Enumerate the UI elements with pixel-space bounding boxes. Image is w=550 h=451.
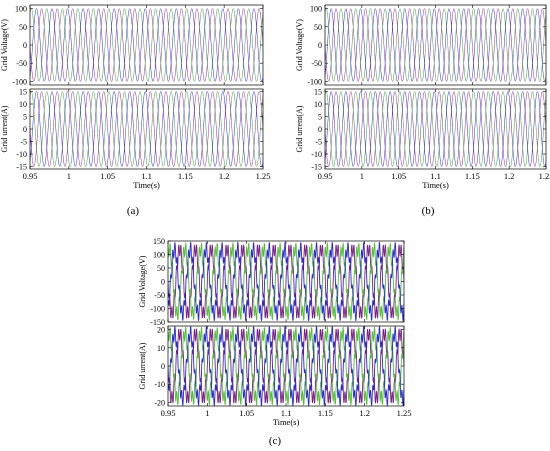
y-tick-label: 15 — [314, 88, 322, 97]
x-tick-label: 1.15 — [465, 171, 480, 181]
y-tick-label: -10 — [16, 150, 27, 159]
x-axis-label: Time(s) — [273, 417, 300, 427]
y-axis-label: Grid Voltage(V) — [295, 19, 304, 71]
y-tick-label: 50 — [19, 23, 27, 32]
x-tick-label: 0.95 — [318, 171, 333, 181]
y-tick-label: 15 — [19, 88, 27, 97]
x-tick-label: 0.95 — [23, 171, 38, 181]
series-phase-3 — [30, 91, 263, 167]
y-tick-label: 100 — [310, 5, 322, 14]
y-tick-label: 5 — [23, 113, 27, 122]
y-tick-label: 10 — [19, 100, 27, 109]
y-tick-label: -15 — [16, 163, 27, 172]
series-phase-2 — [30, 91, 263, 167]
caption-b: (b) — [422, 205, 435, 217]
x-tick-label: 1.2 — [504, 171, 515, 181]
y-tick-label: 100 — [153, 251, 165, 260]
chart-c-voltage: -150 -100 -50 0 50 100 150 Grid Voltage(V) — [138, 237, 405, 327]
series-phase-1 — [168, 328, 404, 404]
x-tick-label: 1 — [360, 171, 364, 181]
series-phase-2 — [30, 8, 263, 82]
chart-b-current: -15 -10 -5 0 5 10 15 0.95 1 1.05 1.1 1.15 1.2 1.25 Gri… — [295, 88, 550, 191]
y-tick-label: 100 — [15, 5, 27, 14]
y-tick-label: -100 — [307, 77, 322, 86]
x-tick-label: 1.1 — [430, 171, 441, 181]
y-tick-label: -20 — [154, 398, 165, 407]
y-axis-label: Grid Voltage(V) — [138, 255, 147, 307]
x-tick-label: 1.15 — [178, 171, 193, 181]
y-tick-label: 0 — [23, 41, 27, 50]
chart-a-current: -15 -10 -5 0 5 10 15 0.95 1 1.05 1.1 1.15 1.2 1.25 Gri… — [0, 88, 270, 191]
y-axis-label: Grid urrent(A) — [0, 105, 9, 152]
series-phase-2 — [168, 241, 404, 322]
y-tick-label: -50 — [16, 59, 27, 68]
x-tick-label: 1.05 — [239, 408, 254, 418]
chart-c-current: -20 -10 0 10 20 0.95 1 1.05 1.1 1.15 1.2 1.25 Grid u… — [138, 326, 411, 427]
series-phase-1 — [30, 8, 263, 82]
x-tick-label: 1 — [205, 408, 209, 418]
y-tick-label: 0 — [161, 278, 165, 287]
x-tick-label: 1.2 — [359, 408, 370, 418]
x-tick-label: 1 — [67, 171, 71, 181]
x-tick-label: 1.1 — [281, 408, 292, 418]
y-tick-label: -100 — [150, 305, 165, 314]
y-tick-label: -100 — [12, 77, 27, 86]
series-phase-3 — [168, 241, 404, 322]
series-phase-1 — [168, 244, 404, 319]
series-phase-1 — [30, 91, 263, 167]
y-tick-label: 10 — [314, 100, 322, 109]
y-tick-label: 0 — [161, 362, 165, 371]
series-phase-1 — [325, 8, 546, 82]
y-tick-label: -10 — [154, 380, 165, 389]
y-tick-label: 20 — [157, 326, 165, 335]
series-phase-3 — [168, 326, 404, 406]
x-axis-label: Time(s) — [422, 180, 449, 190]
x-tick-label: 1.25 — [256, 171, 271, 181]
series-phase-3 — [325, 91, 546, 167]
y-tick-label: 0 — [23, 125, 27, 134]
y-tick-label: 10 — [157, 344, 165, 353]
chart-a-voltage: -100 -50 0 50 100 Grid Voltage(V) — [0, 5, 264, 86]
x-tick-label: 1.05 — [391, 171, 406, 181]
chart-b-voltage: -100 -50 0 50 100 Grid Voltage(V) — [295, 5, 547, 86]
caption-a: (a) — [127, 205, 140, 217]
x-tick-label: 1.1 — [141, 171, 152, 181]
y-tick-label: 0 — [318, 125, 322, 134]
y-tick-label: -5 — [315, 138, 322, 147]
y-tick-label: -5 — [20, 138, 27, 147]
x-tick-label: 1.15 — [318, 408, 333, 418]
series-phase-3 — [325, 8, 546, 82]
y-tick-label: -50 — [311, 59, 322, 68]
y-tick-label: 0 — [318, 41, 322, 50]
y-tick-label: -15 — [311, 163, 322, 172]
y-axis-label: Grid urrent(A) — [295, 105, 304, 152]
y-axis-label: Grid urrent(A) — [138, 342, 147, 389]
x-tick-label: 1.25 — [397, 408, 412, 418]
series-phase-2 — [325, 8, 546, 82]
y-tick-label: 50 — [314, 23, 322, 32]
y-tick-label: 5 — [318, 113, 322, 122]
y-tick-label: 150 — [153, 237, 165, 246]
caption-c: (c) — [269, 435, 282, 447]
y-axis-label: Grid Voltage(V) — [0, 19, 9, 71]
y-tick-label: -150 — [150, 318, 165, 327]
y-tick-label: -10 — [311, 150, 322, 159]
x-tick-label: 0.95 — [161, 408, 176, 418]
y-tick-label: -50 — [154, 291, 165, 300]
series-phase-2 — [325, 91, 546, 167]
series-phase-3 — [30, 8, 263, 82]
x-axis-label: Time(s) — [133, 180, 160, 190]
series-phase-1 — [325, 91, 546, 167]
x-tick-label: 1.2 — [219, 171, 230, 181]
series-phase-2 — [168, 326, 404, 406]
x-tick-label: 1.05 — [100, 171, 115, 181]
x-tick-label: 1.25 — [539, 171, 550, 181]
y-tick-label: 50 — [157, 264, 165, 273]
